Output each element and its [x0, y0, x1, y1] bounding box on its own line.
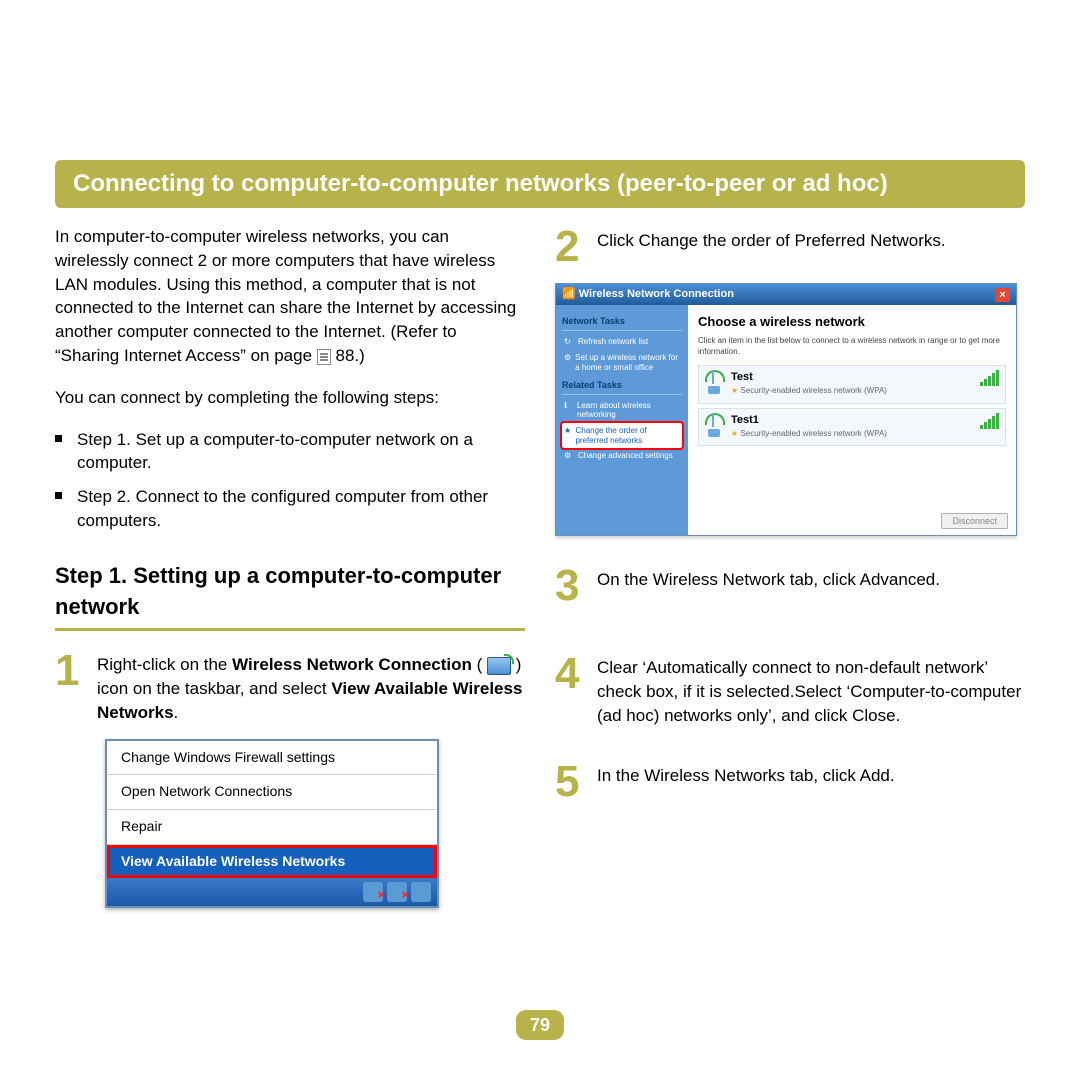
- step-number-4: 4: [555, 652, 587, 727]
- link-refresh[interactable]: ↻Refresh network list: [562, 334, 682, 350]
- section-banner: Connecting to computer-to-computer netwo…: [55, 160, 1025, 208]
- wnc-sidebar: Network Tasks ↻Refresh network list ⚙Set…: [556, 305, 688, 535]
- step-number-2: 2: [555, 225, 587, 269]
- bullet-step2: Step 2. Connect to the configured comput…: [77, 485, 525, 533]
- ctx-repair[interactable]: Repair: [107, 810, 437, 845]
- tray-volume-icon: [411, 882, 431, 902]
- page-number-badge: 79: [516, 1010, 564, 1040]
- network-row-test1[interactable]: Test1 ★ Security-enabled wireless networ…: [698, 408, 1006, 447]
- context-menu-screenshot: Change Windows Firewall settings Open Ne…: [105, 739, 439, 908]
- bullet-step1: Step 1. Set up a computer-to-computer ne…: [77, 428, 525, 476]
- signal-bars: [980, 370, 999, 386]
- network-row-test[interactable]: Test ★ Security-enabled wireless network…: [698, 365, 1006, 404]
- wireless-tray-icon: [487, 657, 511, 675]
- wifi-icon: [705, 370, 725, 394]
- link-change-order[interactable]: ★Change the order of preferred networks: [562, 423, 682, 448]
- close-icon[interactable]: ×: [995, 288, 1010, 302]
- taskbar-tray: [107, 878, 437, 906]
- signal-bars: [980, 413, 999, 429]
- numbered-step-5: 5 In the Wireless Networks tab, click Ad…: [555, 760, 1025, 804]
- link-setup[interactable]: ⚙Set up a wireless network for a home or…: [562, 350, 682, 375]
- link-advanced[interactable]: ⚙Change advanced settings: [562, 448, 682, 464]
- numbered-step-1: 1 Right-click on the Wireless Network Co…: [55, 649, 525, 724]
- ctx-view-available[interactable]: View Available Wireless Networks: [107, 845, 437, 879]
- tray-net-icon-1: [363, 882, 383, 902]
- side-head-network-tasks: Network Tasks: [562, 315, 682, 331]
- numbered-step-4: 4 Clear ‘Automatically connect to non-de…: [555, 652, 1025, 727]
- numbered-step-3: 3 On the Wireless Network tab, click Adv…: [555, 564, 1025, 608]
- right-column: 2 Click Change the order of Preferred Ne…: [555, 150, 1025, 908]
- wnc-sub: Click an item in the list below to conne…: [698, 335, 1006, 357]
- wnc-main-title: Choose a wireless network: [698, 313, 1006, 331]
- numbered-step-2: 2 Click Change the order of Preferred Ne…: [555, 225, 1025, 269]
- page-ref-icon: [317, 349, 331, 365]
- link-learn[interactable]: ℹLearn about wireless networking: [562, 398, 682, 423]
- wireless-window-screenshot: 📶 Wireless Network Connection × Network …: [555, 283, 1017, 536]
- step-number-1: 1: [55, 649, 87, 724]
- ctx-firewall[interactable]: Change Windows Firewall settings: [107, 741, 437, 776]
- disconnect-button[interactable]: Disconnect: [941, 513, 1008, 529]
- wnc-main: Choose a wireless network Click an item …: [688, 305, 1016, 535]
- ctx-open-connections[interactable]: Open Network Connections: [107, 775, 437, 810]
- sub-heading-rule: [55, 628, 525, 631]
- tray-net-icon-2: [387, 882, 407, 902]
- step-number-3: 3: [555, 564, 587, 608]
- lead-paragraph: You can connect by completing the follow…: [55, 386, 525, 410]
- wnc-titlebar: 📶 Wireless Network Connection ×: [556, 284, 1016, 305]
- step-number-5: 5: [555, 760, 587, 804]
- side-head-related-tasks: Related Tasks: [562, 379, 682, 395]
- sub-heading: Step 1. Setting up a computer-to-compute…: [55, 561, 525, 623]
- left-column: In computer-to-computer wireless network…: [55, 150, 525, 908]
- intro-paragraph: In computer-to-computer wireless network…: [55, 225, 525, 368]
- wifi-icon: [705, 413, 725, 437]
